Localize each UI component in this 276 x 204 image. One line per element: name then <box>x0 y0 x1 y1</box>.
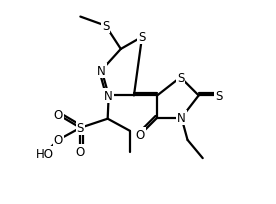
Text: O: O <box>136 129 145 142</box>
Text: O: O <box>76 145 85 158</box>
Text: O: O <box>54 109 63 122</box>
Text: N: N <box>177 112 186 125</box>
Text: N: N <box>104 90 113 102</box>
Text: S: S <box>102 20 109 33</box>
Text: O: O <box>54 134 63 147</box>
Text: HO: HO <box>36 147 54 160</box>
Text: S: S <box>177 71 184 84</box>
Text: S: S <box>215 90 222 102</box>
Text: S: S <box>77 122 84 135</box>
Text: S: S <box>138 31 146 44</box>
Text: N: N <box>97 64 106 77</box>
